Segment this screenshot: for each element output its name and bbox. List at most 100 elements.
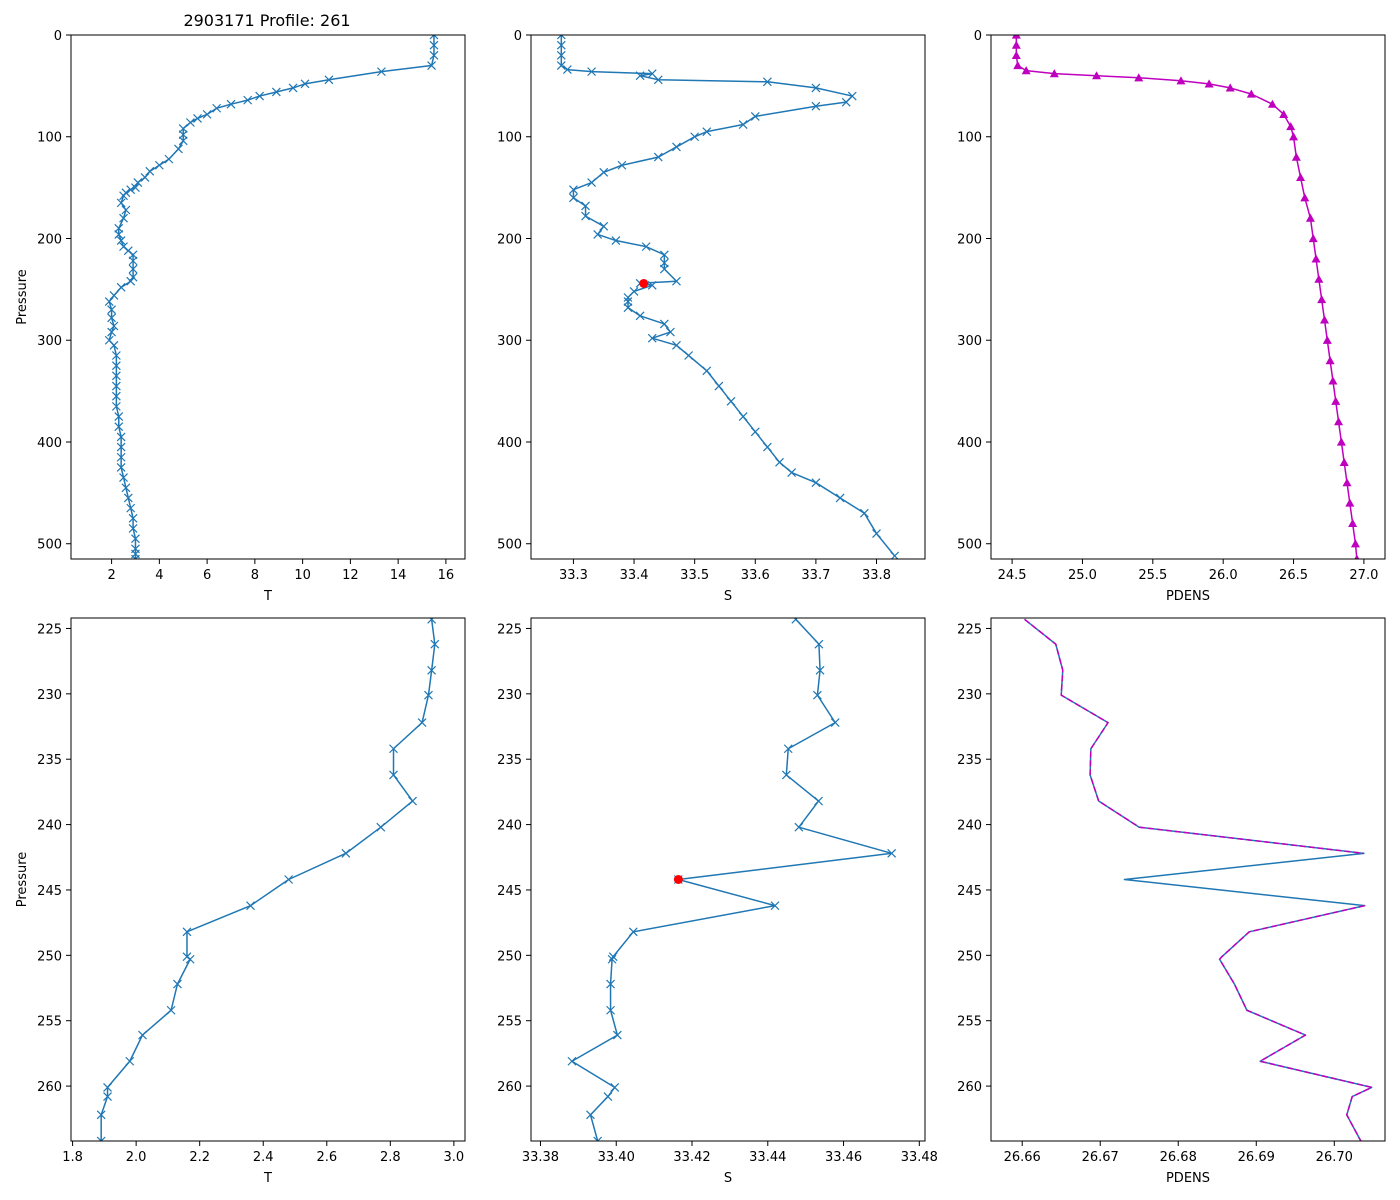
data-point — [762, 442, 772, 452]
x-tick-label: 16 — [438, 568, 455, 583]
data-point — [1291, 152, 1301, 161]
y-tick-label: 240 — [497, 819, 522, 834]
data-point — [145, 166, 155, 176]
x-tick-label: 24.5 — [998, 568, 1027, 583]
data-point — [341, 848, 351, 858]
data-point — [603, 1092, 613, 1101]
x-tick-label: 26.68 — [1160, 1150, 1197, 1165]
data-point — [271, 87, 281, 97]
data-point — [133, 178, 143, 187]
data-point — [178, 136, 188, 146]
data-point — [608, 952, 618, 962]
data-point — [140, 173, 150, 182]
data-point — [1350, 539, 1360, 548]
data-point — [659, 319, 669, 329]
y-tick-label: 260 — [37, 1080, 62, 1095]
plot-area — [96, 618, 440, 1141]
data-point — [103, 1092, 112, 1101]
data-point — [128, 513, 138, 523]
data-point — [1300, 193, 1310, 202]
y-tick-label: 400 — [957, 436, 982, 451]
data-point — [665, 327, 675, 337]
data-point — [841, 97, 851, 107]
data-point — [429, 35, 439, 40]
data-point — [1011, 35, 1021, 39]
data-point — [1334, 417, 1344, 426]
y-axis-label: Pressure — [15, 852, 30, 908]
y-tick-label: 300 — [957, 334, 982, 349]
data-point — [556, 50, 566, 60]
data-point — [738, 412, 748, 421]
data-point — [389, 770, 398, 780]
data-point — [284, 875, 294, 884]
x-tick-label: 8 — [251, 568, 259, 583]
x-tick-label: 2.2 — [189, 1150, 210, 1165]
data-point — [581, 211, 590, 221]
data-point — [567, 1056, 577, 1066]
data-point — [116, 452, 126, 462]
data-point — [324, 75, 334, 85]
data-point — [126, 276, 136, 286]
data-point — [628, 927, 638, 937]
x-axis-label: T — [263, 589, 272, 604]
data-point — [430, 639, 440, 649]
data-point — [1011, 40, 1021, 49]
data-point — [417, 718, 427, 728]
data-point — [174, 144, 183, 154]
panel-top-salinity: 33.3 33.4 33.5 33.6 33.7 33.8 0 100 200 300 400 500… — [497, 29, 926, 604]
x-tick-label: 33.46 — [825, 1150, 862, 1165]
x-tick-label: 2.6 — [316, 1150, 337, 1165]
y-tick-label: 400 — [37, 436, 62, 451]
y-tick-label: 235 — [37, 753, 62, 768]
data-point — [811, 101, 821, 111]
data-point — [606, 1005, 615, 1015]
data-point — [121, 205, 131, 215]
panel-top-density: 24.5 25.0 25.5 26.0 26.5 27.0 0 100 200 300 400 500… — [957, 29, 1386, 604]
data-point — [103, 1082, 112, 1092]
x-tick-label: 33.42 — [673, 1150, 710, 1165]
y-tick-label: 240 — [957, 819, 982, 834]
data-point — [116, 463, 126, 472]
panels: 2 4 6 8 10 12 14 16 0 100 200 300 400 500 T Pressure 33.… — [15, 29, 1386, 1186]
data-point — [131, 534, 140, 544]
y-tick-label: 0 — [514, 29, 522, 44]
y-axis-label: Pressure — [15, 269, 30, 325]
data-point — [193, 114, 202, 123]
y-tick-label: 500 — [497, 538, 522, 553]
data-point — [672, 142, 681, 152]
x-tick-label: 26.66 — [1004, 1150, 1041, 1165]
data-point — [1322, 335, 1332, 344]
data-point — [587, 178, 597, 187]
data-point — [255, 91, 265, 101]
data-point — [107, 305, 117, 315]
data-point — [653, 152, 663, 162]
data-point — [1348, 518, 1358, 527]
x-tick-label: 6 — [203, 568, 211, 583]
series-line-pdens-dashed-2 — [1218, 904, 1373, 1141]
data-point — [653, 75, 663, 85]
data-point — [647, 280, 657, 290]
x-axis-label: S — [724, 589, 732, 604]
data-point — [702, 366, 712, 376]
data-point — [684, 351, 694, 360]
data-point — [1267, 99, 1277, 108]
x-tick-label: 33.44 — [749, 1150, 786, 1165]
data-point — [1345, 498, 1355, 507]
x-tick-label: 33.4 — [620, 568, 649, 583]
data-point — [672, 276, 681, 286]
data-point — [1311, 254, 1321, 263]
data-point — [427, 665, 437, 675]
data-point — [427, 61, 436, 70]
x-tick-label: 2 — [107, 568, 115, 583]
x-tick-label: 33.5 — [680, 568, 709, 583]
data-point — [226, 99, 236, 109]
data-point — [114, 422, 124, 432]
data-point — [1314, 274, 1324, 283]
plot-area — [1024, 618, 1373, 1141]
data-point — [109, 291, 119, 300]
data-point — [111, 401, 121, 411]
x-axis-label: PDENS — [1166, 589, 1210, 604]
data-point — [96, 1136, 106, 1141]
x-tick-label: 2.4 — [253, 1150, 274, 1165]
data-point — [714, 381, 724, 391]
